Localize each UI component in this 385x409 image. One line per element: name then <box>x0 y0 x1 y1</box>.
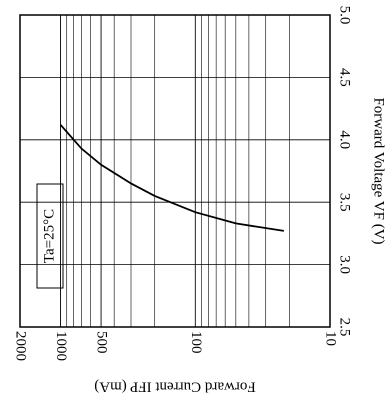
data-line <box>59 124 285 232</box>
y-tick-label: 2.5 <box>337 318 353 337</box>
annotation: Ta=25°C <box>41 209 57 263</box>
x-tick-label: 2000 <box>13 331 29 361</box>
y-tick-label: 3.5 <box>337 193 353 212</box>
x-tick-label: 500 <box>94 331 110 354</box>
x-axis-label: Forward Current IFP (mA) <box>94 379 256 395</box>
x-tick-label: 100 <box>188 331 204 354</box>
y-tick-label: 3.0 <box>337 255 353 274</box>
y-tick-label: 4.0 <box>337 130 353 149</box>
y-tick-label: 5.0 <box>337 6 353 25</box>
x-tick-label: 10 <box>323 331 339 346</box>
x-tick-label: 1000 <box>53 331 69 361</box>
y-axis-label: Forward Voltage VF (V) <box>371 97 385 244</box>
annotation-box <box>36 183 64 289</box>
y-tick-label: 4.5 <box>337 68 353 87</box>
